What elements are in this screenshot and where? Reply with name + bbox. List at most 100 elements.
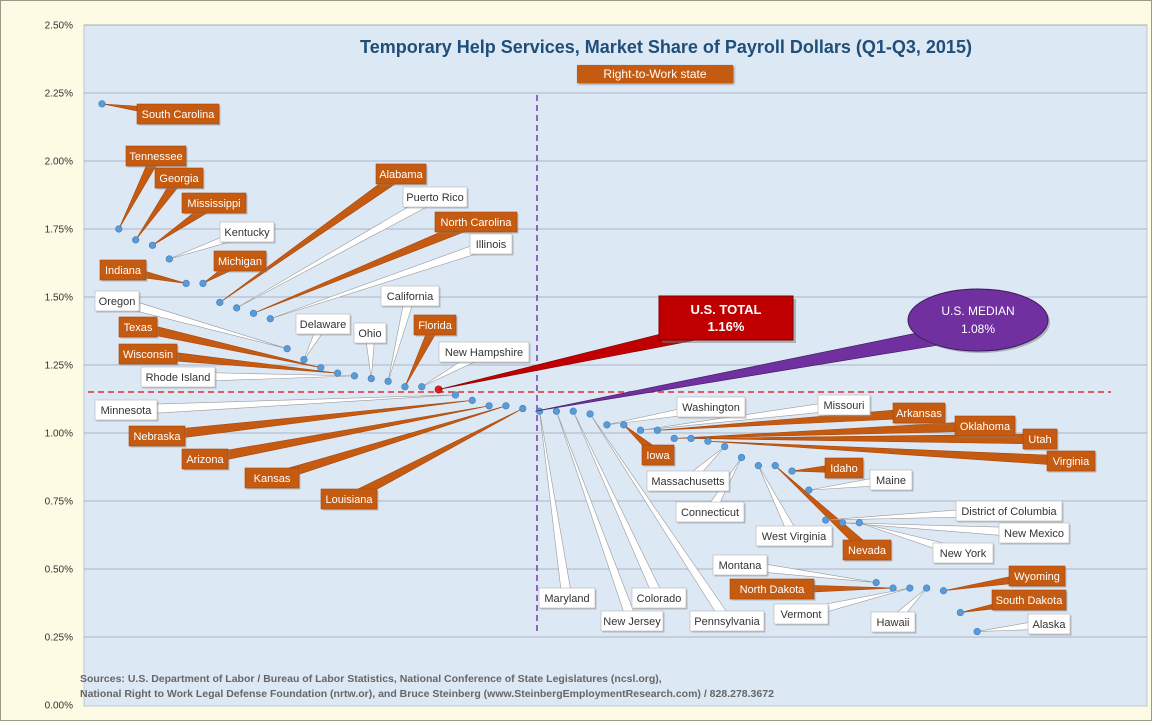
- y-axis-ticks: 0.00% 0.25% 0.50% 0.75% 1.00% 1.25% 1.50% 1.75%…: [45, 21, 73, 712]
- point-ohio: [367, 375, 375, 383]
- label-box-connecticut: [675, 501, 745, 523]
- point-california: [384, 377, 392, 385]
- label-delaware: Delaware: [300, 319, 346, 331]
- point-wyoming: [939, 587, 948, 595]
- point-arkansas: [653, 426, 661, 434]
- label-box-massachusetts: [646, 470, 730, 492]
- y-tick-label: 2.25%: [45, 89, 73, 100]
- label-box-idaho: [824, 457, 864, 479]
- point-montana: [872, 578, 880, 587]
- sources-line-1: Sources: U.S. Department of Labor / Bure…: [80, 673, 662, 685]
- label-box-maine: [869, 469, 913, 491]
- point-maryland: [535, 407, 544, 415]
- point-oklahoma: [670, 434, 678, 443]
- y-tick-label: 0.50%: [45, 565, 73, 576]
- state-labels: South Carolina Tennessee Georgia Mississipp…: [94, 103, 1097, 636]
- label-box-nebraska: [128, 425, 186, 447]
- us-total-value: 1.16%: [708, 319, 745, 334]
- us-total-box: [658, 295, 794, 341]
- label-box-california: [380, 285, 440, 307]
- label-vermont: Vermont: [781, 609, 822, 621]
- label-box-south-carolina: [136, 103, 220, 125]
- point-new-york: [855, 519, 863, 527]
- point-puerto-rico: [233, 304, 241, 312]
- point-georgia: [132, 236, 140, 244]
- legend-right-to-work: Right-to-Work state: [577, 65, 733, 83]
- point-missouri: [636, 426, 645, 434]
- label-michigan: Michigan: [218, 256, 262, 268]
- label-box-delaware: [295, 313, 351, 335]
- label-illinois: Illinois: [476, 239, 507, 251]
- label-box-kansas: [244, 467, 300, 489]
- label-washington: Washington: [682, 402, 740, 414]
- label-florida: Florida: [418, 320, 453, 332]
- label-box-arkansas: [892, 402, 946, 424]
- label-nevada: Nevada: [848, 545, 887, 557]
- callouts: U.S. TOTAL 1.16% U.S. MEDIAN 1.08%: [438, 288, 1050, 412]
- label-box-montana: [712, 554, 768, 576]
- label-box-new-mexico: [998, 522, 1070, 544]
- label-box-mississippi: [181, 192, 247, 214]
- label-box-vermont: [773, 603, 829, 625]
- point-washington: [603, 421, 611, 429]
- label-box-south-dakota: [991, 589, 1067, 611]
- label-box-utah: [1022, 428, 1058, 450]
- label-georgia: Georgia: [159, 173, 199, 185]
- label-connecticut: Connecticut: [681, 507, 739, 519]
- y-tick-label: 1.25%: [45, 361, 73, 372]
- label-pennsylvania: Pennsylvania: [694, 616, 760, 628]
- label-box-virginia: [1046, 450, 1096, 472]
- label-box-colorado: [631, 587, 687, 609]
- point-alaska: [973, 627, 981, 636]
- point-colorado: [569, 407, 577, 415]
- point-texas: [317, 364, 325, 372]
- label-box-north-dakota: [729, 578, 815, 600]
- label-minnesota: Minnesota: [101, 405, 153, 417]
- label-box-washington: [676, 396, 746, 418]
- label-box-maryland: [538, 587, 596, 609]
- label-box-wyoming: [1008, 565, 1066, 587]
- point-wisconsin: [334, 369, 342, 377]
- label-kentucky: Kentucky: [224, 227, 270, 239]
- point-pennsylvania: [586, 410, 594, 418]
- label-wyoming: Wyoming: [1014, 571, 1060, 583]
- point-delaware: [300, 355, 308, 364]
- sources-note: Sources: U.S. Department of Labor / Bure…: [80, 672, 774, 702]
- label-box-wisconsin: [118, 343, 178, 365]
- label-box-district-of-columbia: [955, 500, 1063, 522]
- point-iowa: [620, 421, 628, 429]
- point-arizona: [485, 402, 493, 410]
- label-oregon: Oregon: [99, 296, 136, 308]
- label-new-mexico: New Mexico: [1004, 528, 1064, 540]
- point-virginia: [704, 437, 712, 445]
- point-illinois: [266, 315, 274, 323]
- label-box-puerto-rico: [402, 186, 468, 208]
- label-texas: Texas: [124, 322, 153, 334]
- label-ohio: Ohio: [358, 328, 381, 340]
- label-box-louisiana: [320, 488, 378, 510]
- chart-title: Temporary Help Services, Market Share of…: [360, 37, 972, 57]
- label-box-ohio: [353, 322, 387, 344]
- point-florida: [401, 383, 409, 391]
- point-minnesota: [451, 391, 460, 399]
- point-idaho: [788, 467, 796, 475]
- point-vermont: [906, 584, 914, 592]
- y-tick-label: 2.00%: [45, 157, 73, 168]
- point-new-mexico: [838, 519, 847, 527]
- label-north-dakota: North Dakota: [740, 584, 806, 596]
- label-box-oregon: [94, 290, 140, 312]
- point-utah: [687, 434, 695, 443]
- label-south-carolina: South Carolina: [142, 109, 216, 121]
- label-box-tennessee: [125, 145, 187, 167]
- label-idaho: Idaho: [830, 463, 858, 475]
- label-rhode-island: Rhode Island: [146, 372, 211, 384]
- label-box-minnesota: [94, 399, 158, 421]
- label-box-rhode-island: [140, 366, 216, 388]
- label-box-iowa: [641, 444, 675, 466]
- point-massachusetts: [721, 443, 729, 451]
- label-wisconsin: Wisconsin: [123, 349, 173, 361]
- label-box-new-york: [932, 542, 994, 564]
- y-tick-label: 0.75%: [45, 497, 73, 508]
- y-tick-label: 1.50%: [45, 293, 73, 304]
